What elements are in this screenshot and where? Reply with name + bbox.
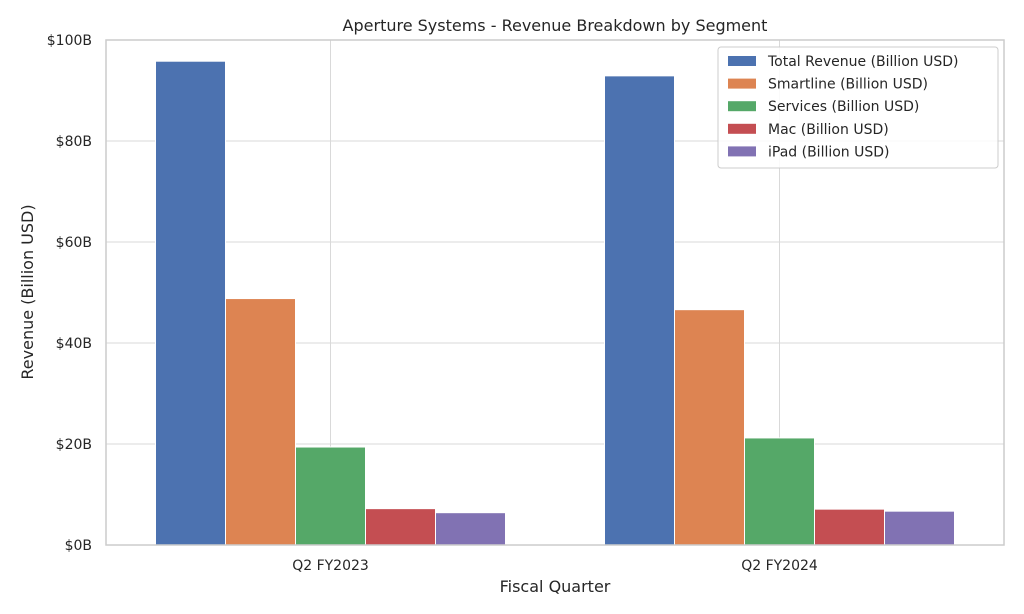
legend-label: Mac (Billion USD) [768,122,889,138]
bar-q2-fy2023-series-1 [225,298,296,546]
x-axis-label: Fiscal Quarter [500,577,611,596]
y-tick-label: $60B [56,235,92,251]
legend-swatch [728,56,756,66]
bar-q2-fy2023-series-2 [295,446,366,546]
chart-title: Aperture Systems - Revenue Breakdown by … [343,16,768,35]
y-tick-label: $40B [56,336,92,352]
bar-q2-fy2023-series-0 [155,60,226,546]
bar-q2-fy2024-series-0 [604,75,675,546]
legend-label: Smartline (Billion USD) [768,77,928,93]
bar-q2-fy2023-series-4 [435,512,506,546]
legend-label: Services (Billion USD) [768,99,919,115]
y-axis-label: Revenue (Billion USD) [18,204,37,379]
bar-q2-fy2024-series-1 [674,309,745,546]
bar-q2-fy2023-series-3 [365,508,436,546]
legend-swatch [728,123,756,134]
y-tick-label: $80B [56,134,92,150]
legend-swatch [728,78,756,89]
bar-q2-fy2024-series-3 [814,508,885,546]
legend-swatch [728,101,756,112]
x-axis-ticks: Q2 FY2023 Q2 FY2024 [292,558,818,574]
y-tick-label: $0B [65,538,92,554]
x-tick-label: Q2 FY2024 [741,558,818,574]
bar-q2-fy2024-series-4 [884,510,955,546]
legend-label: iPad (Billion USD) [768,144,890,160]
legend-frame [717,46,999,169]
bar-q2-fy2024-series-2 [744,437,815,546]
bars-layer [155,60,955,546]
y-axis-ticks: $0B $20B $40B $60B $80B $100B [47,33,92,554]
legend-label: Total Revenue (Billion USD) [767,54,958,70]
y-tick-label: $20B [56,437,92,453]
plot-frame [105,39,1005,546]
y-tick-label: $100B [47,33,92,49]
legend-swatch [728,146,756,157]
x-tick-label: Q2 FY2023 [292,558,369,574]
legend: Total Revenue (Billion USD) Smartline (Bi… [717,46,999,169]
